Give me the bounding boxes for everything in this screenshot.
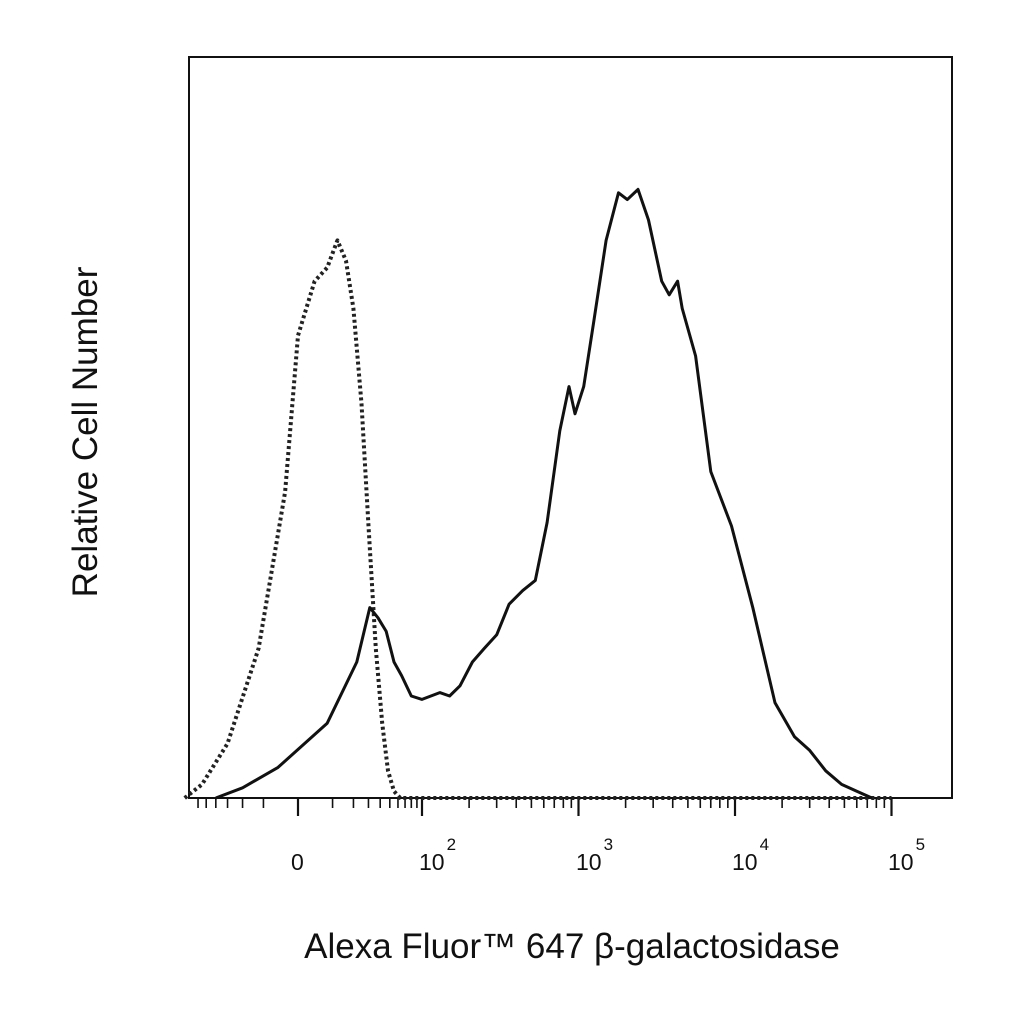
series-layer: [183, 187, 892, 800]
x-tick-label-3: 104: [732, 835, 769, 875]
x-tick-exp-3: 4: [760, 835, 769, 854]
x-tick-base-0: 0: [291, 849, 304, 875]
x-tick-label-1: 102: [419, 835, 456, 875]
x-tick-base-4: 10: [888, 849, 914, 875]
x-tick-label-4: 105: [888, 835, 925, 875]
x-tick-label-0: 0: [291, 849, 304, 875]
x-tick-base-2: 10: [576, 849, 602, 875]
y-axis-title: Relative Cell Number: [66, 266, 105, 597]
series-control-dotted: [183, 238, 892, 800]
x-tick-exp-4: 5: [916, 835, 925, 854]
plot-frame: [188, 56, 953, 799]
x-major-ticks: [296, 798, 893, 816]
x-axis-title: Alexa Fluor™ 647 β-galactosidase: [304, 927, 840, 966]
x-tick-exp-2: 3: [604, 835, 613, 854]
x-minor-ticks: [197, 798, 886, 808]
x-tick-base-1: 10: [419, 849, 445, 875]
x-tick-label-2: 103: [576, 835, 613, 875]
series-stained-solid: [215, 187, 873, 800]
x-tick-base-3: 10: [732, 849, 758, 875]
x-tick-exp-1: 2: [447, 835, 456, 854]
